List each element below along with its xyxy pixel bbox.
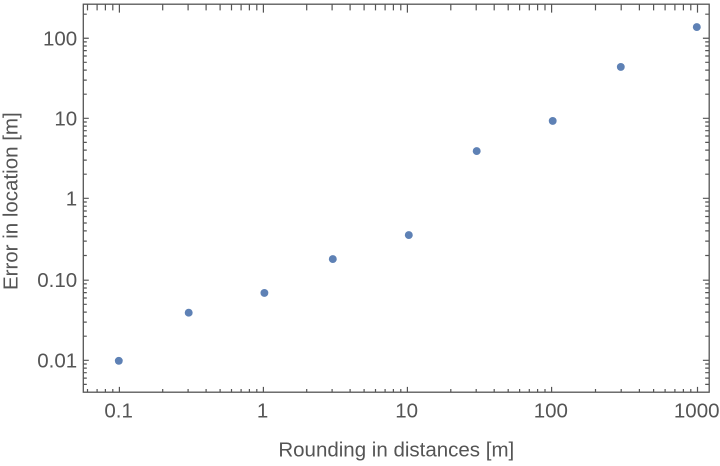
svg-text:0.10: 0.10 [37,269,77,292]
svg-text:10: 10 [54,107,77,130]
svg-text:Rounding in distances [m]: Rounding in distances [m] [278,439,514,462]
svg-text:1000: 1000 [674,400,720,423]
svg-text:10: 10 [395,400,418,423]
svg-text:0.1: 0.1 [104,400,133,423]
svg-text:1: 1 [66,187,77,210]
svg-text:0.01: 0.01 [37,349,77,372]
svg-text:Error in location [m]: Error in location [m] [0,112,23,290]
svg-text:1: 1 [257,400,268,423]
svg-text:100: 100 [43,27,77,50]
svg-text:100: 100 [534,400,568,423]
